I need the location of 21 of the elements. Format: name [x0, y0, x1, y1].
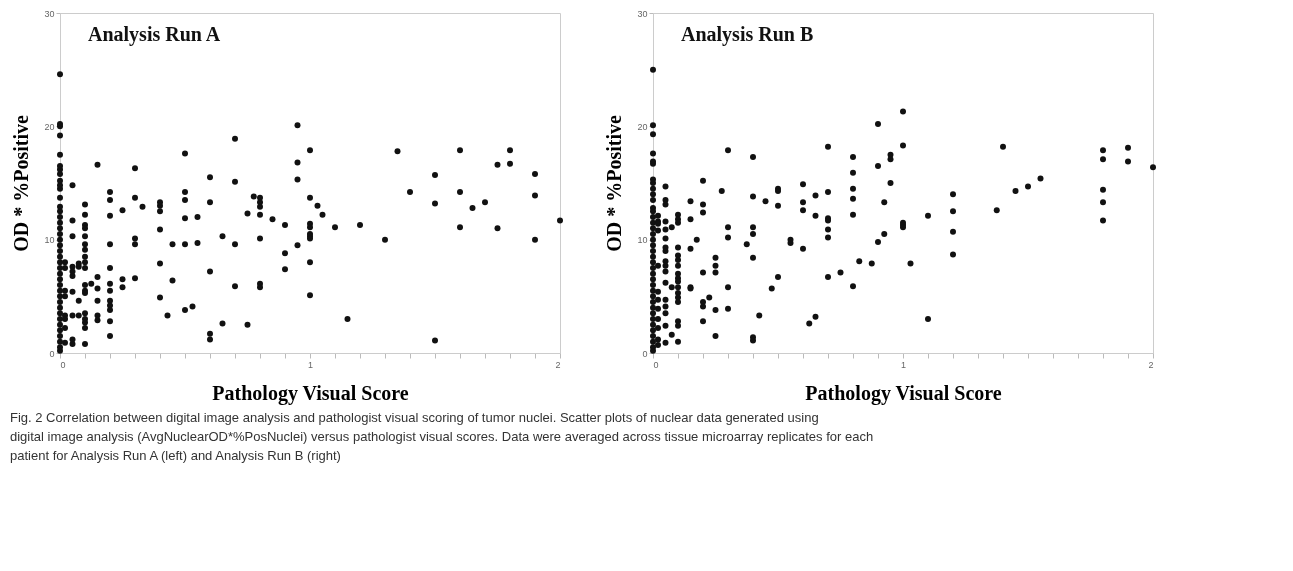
x-tick-label: 0 [60, 359, 66, 370]
x-tick-label: 0 [653, 359, 659, 370]
x-tick-label: 1 [900, 359, 907, 370]
y-tick-label: 20 [44, 121, 55, 132]
x-tick-label: 2 [555, 359, 561, 370]
y-axis-title: OD * %Positive [10, 115, 33, 252]
text: Analysis Run B [681, 23, 814, 46]
y-tick-label: 10 [637, 235, 648, 246]
y-tick-label: 10 [44, 235, 55, 246]
x-axis-title: Pathology Visual Score [212, 381, 409, 405]
x-tick-label: 2 [1148, 359, 1154, 370]
y-tick-label: 0 [49, 348, 55, 359]
x-tick-label: 1 [307, 359, 314, 370]
y-axis-title: OD * %Positive [603, 115, 626, 252]
text: Analysis Run A [88, 23, 221, 46]
caption: Fig. 2 Correlation between digital image analysis and pathologist visual scoring of tumor nuclei. Scatter plots of nuclear data generated using digital image analysis (AvgNuclearOD*%PosNuclei) versus pathologist visual scores. Data were averaged across tissue microarray replicates for each patient for Analysis Run A (left) and Analysis Run B (right) [10, 410, 874, 463]
y-tick-label: 20 [637, 121, 648, 132]
y-tick-label: 30 [44, 8, 55, 19]
y-tick-label: 0 [642, 348, 648, 359]
x-axis-title: Pathology Visual Score [805, 381, 1002, 405]
y-tick-label: 30 [637, 8, 648, 19]
